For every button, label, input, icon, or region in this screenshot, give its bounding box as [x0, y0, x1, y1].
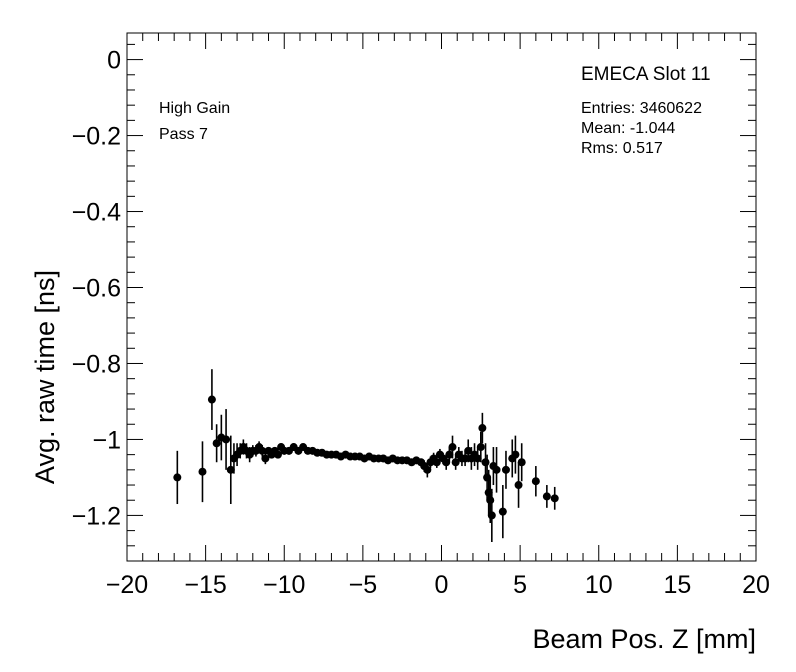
data-point [550, 494, 559, 503]
data-point [478, 424, 487, 433]
y-tick-label: −1.2 [72, 502, 121, 530]
x-tick-label: 20 [742, 571, 770, 599]
data-point [222, 435, 231, 444]
data-point [451, 458, 460, 467]
data-point [442, 458, 451, 467]
data-point [476, 443, 485, 452]
y-tick-labels: 0 −0.2 −0.4 −0.6 −0.8 −1 −1.2 [72, 47, 121, 531]
data-point [531, 477, 540, 486]
x-tick-label: −15 [184, 571, 226, 599]
data-point [492, 465, 501, 474]
x-axis-label: Beam Pos. Z [mm] [532, 624, 756, 654]
x-tick-labels: −20 −15 −10 −5 0 5 10 15 20 [106, 571, 770, 599]
data-point [486, 496, 495, 505]
data-point [207, 395, 216, 404]
y-tick-label: −0.4 [72, 199, 121, 227]
x-tick-label: 0 [435, 571, 449, 599]
x-tick-label: 10 [585, 571, 613, 599]
data-point [445, 450, 454, 459]
data-point [258, 446, 267, 455]
data-point [432, 458, 441, 467]
data-point [501, 465, 510, 474]
stats-mean: Mean: -1.044 [581, 120, 675, 137]
stats-title: EMECA Slot 11 [581, 64, 711, 85]
data-point [464, 446, 473, 455]
x-tick-label: 5 [513, 571, 527, 599]
data-point [198, 467, 207, 476]
axis-ticks [126, 33, 757, 562]
data-point [273, 450, 282, 459]
data-point [261, 454, 270, 463]
data-point [542, 492, 551, 501]
data-point [448, 443, 457, 452]
y-tick-label: −0.2 [72, 123, 121, 151]
stats-entries: Entries: 3460622 [581, 100, 702, 117]
data-point [514, 481, 523, 490]
y-tick-label: −1 [92, 426, 121, 454]
data-point [473, 454, 482, 463]
data-point [487, 511, 496, 520]
y-tick-label: 0 [107, 47, 121, 75]
data-point [423, 465, 432, 474]
data-point [511, 450, 520, 459]
annotation-high-gain: High Gain [159, 100, 230, 117]
data-point [461, 454, 470, 463]
x-tick-label: −20 [106, 571, 148, 599]
data-point [517, 458, 526, 467]
data-point [226, 465, 235, 474]
x-tick-label: −10 [263, 571, 305, 599]
data-points [173, 395, 559, 520]
data-point [481, 458, 490, 467]
data-point [212, 439, 221, 448]
data-point [483, 473, 492, 482]
stats-rms: Rms: 0.517 [581, 140, 663, 157]
data-point [173, 473, 182, 482]
data-point [498, 507, 507, 516]
y-tick-label: −0.8 [72, 350, 121, 378]
y-axis-label: Avg. raw time [ns] [30, 270, 60, 484]
x-tick-label: −5 [349, 571, 378, 599]
data-point [484, 488, 493, 497]
annotation-pass: Pass 7 [159, 126, 208, 143]
y-tick-label: −0.6 [72, 275, 121, 303]
x-tick-label: 15 [663, 571, 691, 599]
